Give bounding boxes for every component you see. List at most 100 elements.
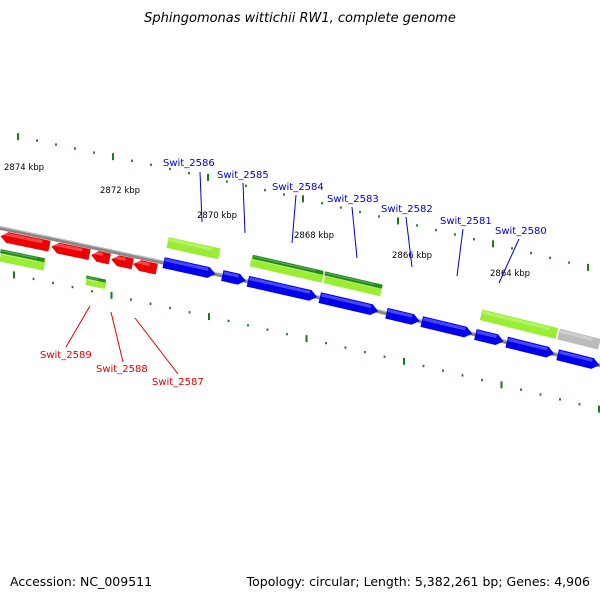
cog-bar-light-shape (479, 309, 559, 339)
forward-cds-gloss (223, 271, 239, 278)
reverse-cds-gloss (1, 231, 43, 244)
forward-cds (385, 307, 420, 325)
forward-cds (505, 336, 555, 358)
forward-leader-line (242, 182, 246, 234)
cog-bar-light-gloss (87, 278, 99, 283)
cog-bar-dark-shape (252, 254, 324, 275)
forward-leader-line (291, 194, 297, 244)
kbp-label: 2866 kbp (392, 251, 432, 261)
cog-bar-light-shape (166, 237, 221, 260)
forward-cds-gloss (423, 317, 466, 331)
forward-cds-shape (474, 329, 504, 346)
accession-text: Accession: NC_009511 (10, 574, 152, 589)
reverse-leader-line (65, 305, 91, 348)
forward-cds (318, 292, 379, 315)
cog-bar-dark-gloss (1, 250, 37, 259)
forward-gene-label: Swit_2580 (495, 226, 547, 237)
reverse-cds-shape (0, 232, 51, 252)
forward-gene-label: Swit_2584 (272, 182, 324, 193)
kbp-label: 2870 kbp (197, 211, 237, 221)
cog-bar-light-gloss (482, 310, 551, 331)
reverse-gene-label: Swit_2588 (96, 364, 148, 375)
forward-cds-gloss (508, 337, 548, 351)
forward-cds-shape (162, 257, 216, 278)
cog-bar-dark (252, 254, 324, 275)
reverse-cds-shape (111, 255, 134, 270)
forward-cds-shape (556, 349, 600, 369)
cog-bar-light (479, 309, 559, 339)
cog-bar-grey-shape (557, 328, 600, 350)
forward-gene-label: Swit_2585 (217, 170, 269, 181)
kbp-label: 2874 kbp (4, 163, 44, 173)
reverse-cds (91, 250, 111, 265)
reverse-cds-shape (133, 260, 158, 275)
forward-cds-shape (221, 270, 246, 285)
forward-cds-shape (385, 307, 420, 325)
forward-cds (162, 257, 216, 278)
cog-bar-dark-shape (0, 249, 45, 263)
forward-cds-shape (318, 292, 379, 315)
reverse-cds-shape (51, 242, 91, 261)
cog-bar-dark (0, 249, 45, 263)
cog-bar-dark-gloss (87, 276, 99, 280)
reverse-gene-label: Swit_2589 (40, 350, 92, 361)
forward-gene-label: Swit_2586 (163, 158, 215, 169)
forward-cds-gloss (164, 258, 209, 271)
forward-leader-line (498, 238, 520, 284)
gene-features (0, 231, 600, 369)
forward-gene-label: Swit_2583 (327, 194, 379, 205)
forward-gene-label: Swit_2582 (381, 204, 433, 215)
cog-bar-dark-gloss (325, 272, 375, 285)
reverse-leader-line (110, 311, 124, 363)
reverse-cds-gloss (134, 259, 150, 267)
reverse-cds (0, 231, 51, 252)
cog-bar-dark-shape (85, 275, 107, 283)
tick-marks: 2874 kbp 2872 kbp 2870 kbp 2868 kbp 2866 kbp… (4, 133, 600, 413)
cog-bar-light (166, 237, 221, 260)
forward-cds-gloss (321, 293, 372, 309)
forward-leader-line (199, 171, 203, 223)
cog-bar-grey (557, 328, 600, 350)
forward-cds (474, 329, 504, 346)
reverse-cds-gloss (112, 255, 126, 261)
forward-cds (246, 275, 318, 301)
cog-bar-light-shape (85, 277, 107, 290)
reverse-cds (111, 255, 134, 270)
forward-cds-gloss (249, 277, 311, 294)
forward-cds (556, 349, 600, 369)
reverse-cds (51, 242, 91, 261)
forward-leader-line (456, 228, 464, 277)
forward-cds (420, 316, 473, 338)
forward-cds-gloss (387, 309, 413, 318)
forward-gene-label: Swit_2581 (440, 216, 492, 227)
genome-summary-text: Topology: circular; Length: 5,382,261 bp… (246, 574, 590, 589)
reverse-cds-shape (91, 251, 111, 265)
cog-bar-grey-gloss (559, 329, 593, 341)
kbp-label: 2868 kbp (294, 231, 334, 241)
cog-bar-light (85, 277, 107, 290)
cog-bar-dark-shape (324, 271, 383, 289)
forward-cds-gloss (476, 330, 497, 339)
cog-bar-dark-gloss (253, 256, 316, 272)
gene-labels: Swit_2586Swit_2585Swit_2584Swit_2583Swit… (40, 158, 547, 388)
forward-leader-line (351, 206, 358, 259)
kbp-label: 2872 kbp (100, 186, 140, 196)
reverse-leader-line (134, 317, 179, 375)
forward-cds-shape (246, 275, 318, 301)
kbp-label: 2864 kbp (490, 269, 530, 279)
forward-cds-shape (420, 316, 473, 338)
forward-cds (221, 270, 246, 285)
cog-bar-dark (324, 271, 383, 289)
cog-bar-light-gloss (168, 238, 213, 251)
map-title: Sphingomonas wittichii RW1, complete gen… (144, 11, 456, 26)
forward-cds-gloss (558, 350, 593, 362)
cog-bar-dark (85, 275, 107, 283)
forward-leader-line (405, 216, 413, 268)
reverse-cds-gloss (52, 242, 83, 252)
forward-cds-shape (505, 336, 555, 358)
reverse-gene-label: Swit_2587 (152, 377, 204, 388)
reverse-cds-gloss (92, 250, 104, 257)
reverse-cds (133, 259, 158, 275)
cog-bar-light-shape (0, 250, 46, 271)
